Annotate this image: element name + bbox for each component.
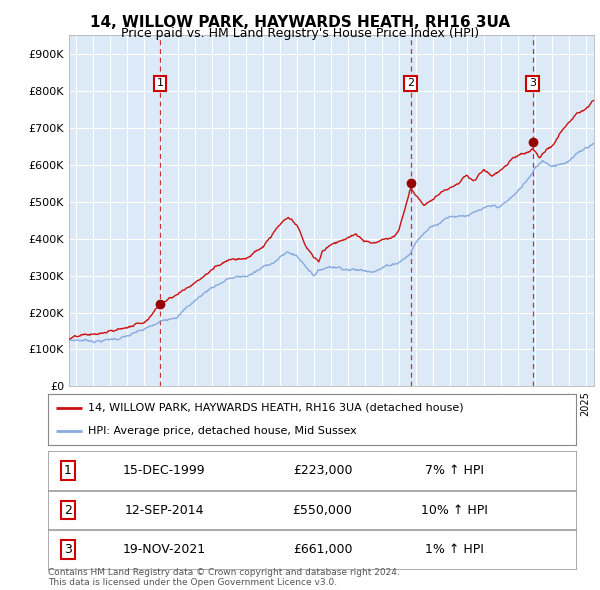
Text: £223,000: £223,000 (293, 464, 352, 477)
Text: 14, WILLOW PARK, HAYWARDS HEATH, RH16 3UA: 14, WILLOW PARK, HAYWARDS HEATH, RH16 3U… (90, 15, 510, 30)
Text: 19-NOV-2021: 19-NOV-2021 (122, 543, 206, 556)
Text: 15-DEC-1999: 15-DEC-1999 (123, 464, 205, 477)
Text: 1% ↑ HPI: 1% ↑ HPI (425, 543, 484, 556)
Text: 1: 1 (157, 78, 164, 88)
Text: Contains HM Land Registry data © Crown copyright and database right 2024.
This d: Contains HM Land Registry data © Crown c… (48, 568, 400, 587)
Text: 2: 2 (64, 503, 72, 517)
Text: 10% ↑ HPI: 10% ↑ HPI (421, 503, 488, 517)
Text: £550,000: £550,000 (293, 503, 352, 517)
Text: 12-SEP-2014: 12-SEP-2014 (124, 503, 204, 517)
Text: 2: 2 (407, 78, 414, 88)
Text: HPI: Average price, detached house, Mid Sussex: HPI: Average price, detached house, Mid … (88, 427, 356, 437)
Text: 3: 3 (64, 543, 72, 556)
Text: £661,000: £661,000 (293, 543, 352, 556)
Text: 7% ↑ HPI: 7% ↑ HPI (425, 464, 484, 477)
Text: 3: 3 (529, 78, 536, 88)
Text: 1: 1 (64, 464, 72, 477)
Text: Price paid vs. HM Land Registry's House Price Index (HPI): Price paid vs. HM Land Registry's House … (121, 27, 479, 40)
Text: 14, WILLOW PARK, HAYWARDS HEATH, RH16 3UA (detached house): 14, WILLOW PARK, HAYWARDS HEATH, RH16 3U… (88, 402, 463, 412)
